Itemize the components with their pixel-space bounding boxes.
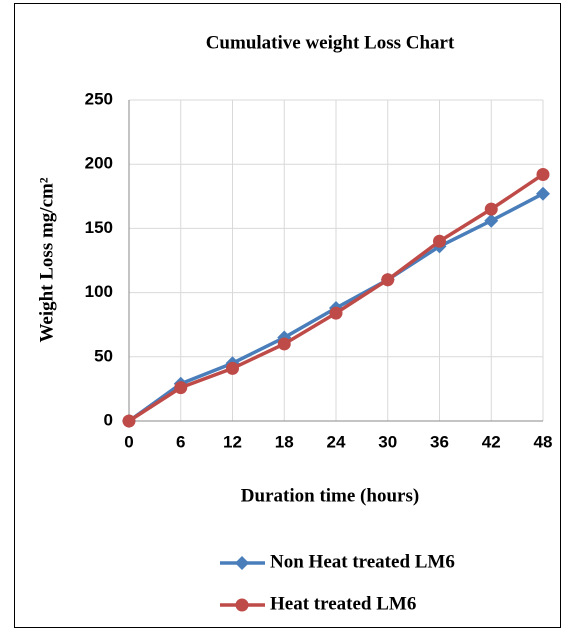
data-point [381,273,395,287]
y-tick-label: 50 [94,346,113,365]
y-tick-label: 100 [85,282,113,301]
y-tick-label: 200 [85,154,113,173]
data-point [433,234,446,248]
legend-label: Heat treated LM6 [270,593,416,614]
y-tick-label: 150 [85,218,113,237]
y-tick-label: 0 [104,410,113,429]
data-point [484,202,498,216]
x-tick-label: 24 [327,432,346,451]
x-tick-label: 12 [223,432,242,451]
data-point [329,306,343,320]
legend-marker [235,556,249,570]
x-tick-label: 36 [430,432,449,451]
data-point [174,381,188,395]
x-tick-label: 48 [534,432,553,451]
chart-border [14,3,561,628]
x-tick-label: 42 [482,432,501,451]
y-axis-title: Weight Loss mg/cm² [36,177,57,342]
data-point [536,167,550,181]
x-tick-label: 18 [275,432,294,451]
x-tick-label: 30 [378,432,397,451]
x-tick-label: 0 [124,432,133,451]
data-point [536,186,550,201]
x-tick-label: 6 [176,432,185,451]
data-point [277,337,291,351]
y-tick-label: 250 [85,89,113,108]
x-axis-title: Duration time (hours) [241,485,419,506]
chart-title: Cumulative weight Loss Chart [206,32,455,53]
data-point [122,414,136,428]
data-point [226,361,239,375]
legend-marker [235,598,249,612]
legend-label: Non Heat treated LM6 [270,551,455,572]
data-point [484,213,499,228]
